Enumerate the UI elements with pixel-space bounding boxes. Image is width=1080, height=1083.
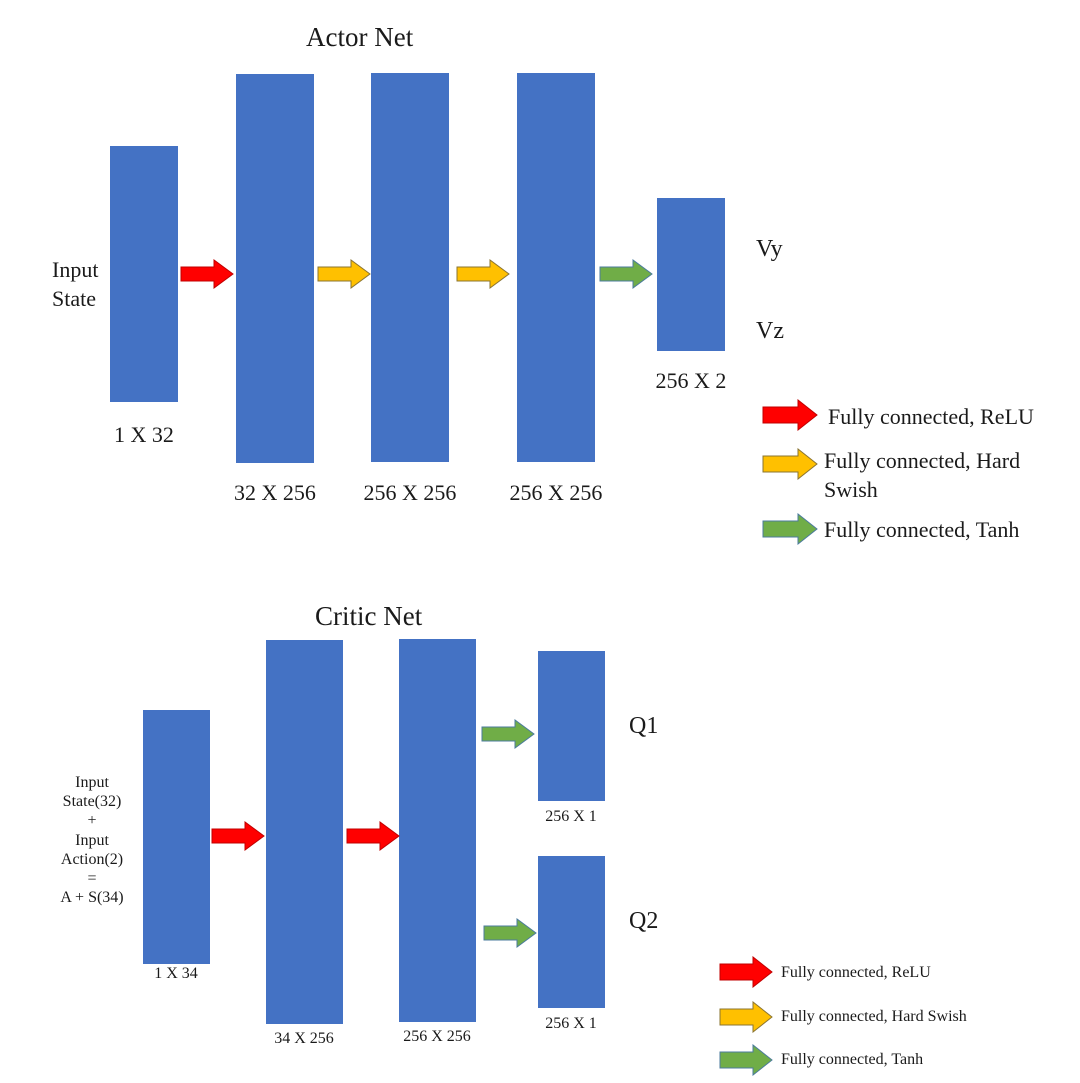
critic-output-q1: Q1 (629, 713, 659, 739)
actor-layer-hidden-2-dim: 256 X 256 (363, 480, 457, 505)
critic-input-line: = (87, 869, 97, 887)
critic-output-q2: Q2 (629, 908, 659, 934)
actor-output-vy: Vy (756, 236, 783, 262)
critic-legend-tanh-icon (719, 1044, 773, 1076)
actor-legend-relu-icon (762, 399, 818, 431)
actor-layer-input (110, 146, 178, 402)
actor-legend-hard-swish-icon (762, 448, 818, 480)
actor-input-label-line1: Input (52, 257, 99, 282)
actor-layer-input-dim: 1 X 32 (114, 422, 174, 447)
actor-legend-tanh-icon (762, 513, 818, 545)
actor-layer-hidden-2 (371, 73, 449, 462)
critic-layer-input-dim: 1 X 34 (154, 965, 198, 982)
critic-legend-relu-icon (719, 956, 773, 988)
critic-input-line: + (87, 812, 97, 830)
actor-arrow-tanh-icon (599, 259, 653, 289)
critic-layer-hidden-2-dim: 256 X 256 (403, 1028, 471, 1045)
actor-net-title: Actor Net (306, 22, 414, 52)
critic-arrow-relu-2-icon (346, 821, 400, 851)
critic-arrow-tanh-q2-icon (483, 918, 537, 948)
critic-layer-hidden-1 (266, 640, 343, 1024)
actor-legend-hard-swish-label-line2: Swish (824, 477, 878, 502)
critic-layer-hidden-1-dim: 34 X 256 (274, 1030, 334, 1047)
critic-layer-input (143, 710, 210, 964)
critic-input-line: Action(2) (60, 850, 124, 868)
critic-layer-hidden-2 (399, 639, 476, 1022)
critic-input-label: Input State(32) + Input Action(2) = A + … (44, 773, 140, 907)
actor-arrow-relu-icon (180, 259, 234, 289)
critic-input-line: State(32) (62, 793, 122, 811)
critic-legend-hard-swish-icon (719, 1001, 773, 1033)
actor-layer-hidden-1-dim: 32 X 256 (234, 480, 316, 505)
critic-legend-hard-swish-label: Fully connected, Hard Swish (781, 1008, 967, 1025)
critic-layer-q1-dim: 256 X 1 (545, 808, 597, 825)
critic-arrow-relu-1-icon (211, 821, 265, 851)
critic-input-line: Input (75, 774, 109, 791)
actor-layer-hidden-3-dim: 256 X 256 (509, 480, 603, 505)
actor-legend-tanh-label: Fully connected, Tanh (824, 517, 1020, 542)
critic-layer-q2-dim: 256 X 1 (545, 1015, 597, 1032)
actor-layer-hidden-3 (517, 73, 595, 462)
actor-output-vz: Vz (756, 318, 784, 344)
actor-layer-output (657, 198, 725, 351)
critic-net-title: Critic Net (315, 601, 423, 631)
critic-input-line: A + S(34) (60, 889, 124, 907)
actor-layer-output-dim: 256 X 2 (655, 368, 727, 393)
actor-layer-hidden-1 (236, 74, 314, 463)
actor-legend-hard-swish-label-line1: Fully connected, Hard (824, 448, 1021, 473)
actor-arrow-hard-swish-2-icon (456, 259, 510, 289)
critic-layer-q2 (538, 856, 605, 1008)
actor-arrow-hard-swish-1-icon (317, 259, 371, 289)
critic-input-line: Input (75, 831, 109, 849)
actor-legend-relu-label: Fully connected, ReLU (828, 404, 1034, 429)
critic-arrow-tanh-q1-icon (481, 719, 535, 749)
actor-input-label-line2: State (52, 286, 96, 311)
critic-layer-q1 (538, 651, 605, 801)
critic-legend-relu-label: Fully connected, ReLU (781, 964, 931, 981)
critic-legend-tanh-label: Fully connected, Tanh (781, 1051, 924, 1068)
